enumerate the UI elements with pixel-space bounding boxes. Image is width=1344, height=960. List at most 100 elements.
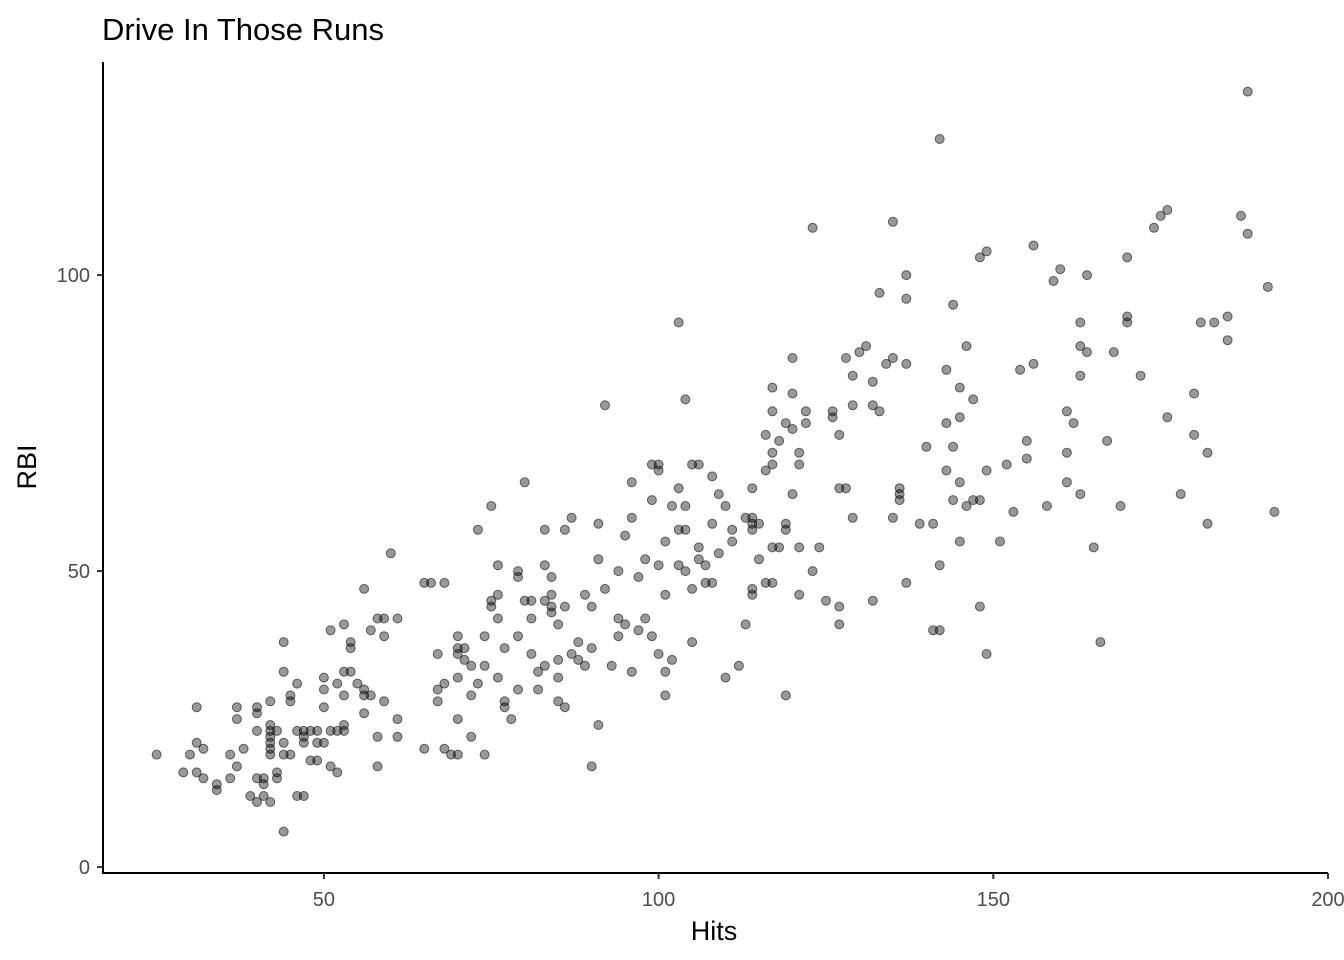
data-point — [1189, 429, 1200, 440]
data-point — [974, 601, 985, 612]
data-point — [539, 660, 550, 671]
data-point — [1115, 501, 1126, 511]
data-point — [332, 767, 343, 778]
data-point — [1108, 347, 1119, 358]
data-point — [821, 595, 831, 606]
data-point — [452, 749, 463, 760]
data-point — [867, 376, 878, 387]
data-point — [807, 566, 818, 577]
data-point — [794, 447, 805, 458]
data-point — [559, 524, 570, 535]
data-point — [827, 412, 838, 423]
data-point — [934, 560, 945, 571]
y-tick-label: 50 — [68, 561, 90, 583]
data-point — [372, 761, 383, 772]
data-point — [834, 601, 845, 612]
data-point — [667, 654, 677, 665]
data-point — [847, 370, 858, 381]
data-point — [231, 761, 242, 772]
data-point — [640, 554, 651, 565]
data-point — [1222, 335, 1233, 346]
data-point — [673, 483, 684, 494]
data-point — [814, 542, 825, 553]
data-point — [613, 566, 624, 577]
data-point — [901, 358, 912, 369]
data-point — [573, 637, 584, 648]
data-point — [318, 684, 329, 695]
data-point — [231, 702, 242, 713]
data-point — [780, 418, 791, 429]
data-point — [901, 293, 912, 304]
data-point — [339, 690, 349, 701]
data-point — [426, 577, 436, 588]
data-point — [492, 589, 503, 600]
data-point — [780, 690, 791, 701]
data-point — [687, 583, 698, 594]
data-point — [539, 524, 550, 535]
data-point — [733, 660, 744, 671]
data-point — [252, 797, 262, 807]
data-point — [452, 631, 463, 642]
data-point — [767, 577, 778, 588]
data-point — [492, 672, 503, 683]
data-point — [887, 353, 898, 363]
data-point — [178, 767, 189, 778]
data-point — [713, 489, 724, 500]
data-point — [439, 743, 450, 754]
data-point — [941, 364, 952, 375]
data-point — [466, 660, 477, 671]
data-point — [339, 725, 349, 736]
data-point — [513, 631, 523, 642]
data-point — [780, 524, 791, 535]
data-point — [466, 731, 477, 742]
data-point — [901, 577, 912, 588]
data-point — [1102, 435, 1113, 446]
data-point — [1262, 281, 1273, 292]
data-point — [767, 447, 778, 458]
data-point — [285, 749, 296, 760]
data-point — [533, 666, 544, 677]
data-point — [546, 607, 557, 618]
data-point — [841, 483, 851, 494]
data-point — [700, 560, 711, 571]
data-point — [553, 672, 564, 683]
x-axis-title: Hits — [691, 916, 738, 946]
data-point — [1028, 358, 1039, 369]
data-point — [1088, 542, 1099, 553]
data-point — [1048, 276, 1059, 286]
data-point — [774, 435, 785, 446]
data-point — [894, 495, 905, 506]
data-point — [954, 412, 965, 423]
data-point — [834, 429, 845, 440]
data-point — [1028, 240, 1039, 251]
data-point — [479, 631, 490, 642]
data-point — [707, 577, 718, 588]
data-point — [1122, 311, 1133, 322]
data-point — [533, 684, 544, 695]
x-tick-label: 150 — [977, 889, 1010, 911]
data-point — [352, 678, 363, 689]
data-point — [1135, 370, 1146, 381]
data-point — [948, 495, 959, 506]
data-point — [794, 542, 805, 553]
data-point — [318, 737, 329, 748]
data-point — [432, 684, 443, 695]
data-point — [941, 418, 952, 429]
data-point — [379, 696, 390, 707]
y-axis-ticks: 0 50 100 — [57, 265, 103, 879]
data-point — [265, 797, 276, 807]
x-tick-label: 100 — [642, 889, 675, 911]
data-point — [1222, 311, 1233, 322]
data-point — [1162, 412, 1173, 423]
data-point — [727, 524, 738, 535]
data-point — [566, 512, 577, 523]
data-point — [452, 714, 463, 725]
data-point — [553, 619, 564, 630]
data-point — [914, 518, 925, 529]
data-point — [867, 400, 878, 411]
data-point — [767, 459, 778, 470]
data-point — [760, 429, 771, 440]
data-point — [680, 524, 691, 535]
data-point — [834, 619, 845, 630]
